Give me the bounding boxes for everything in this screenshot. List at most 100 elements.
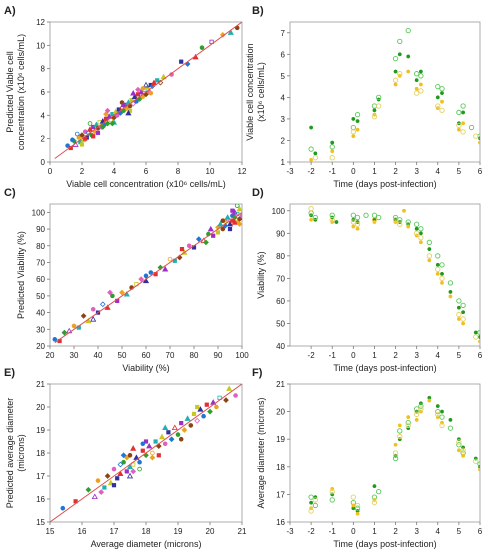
- x-tick-label: -3: [286, 167, 294, 176]
- data-point: [440, 280, 444, 285]
- series-2: [308, 403, 480, 511]
- data-point: [477, 329, 480, 336]
- data-point: [220, 218, 226, 224]
- data-point: [351, 224, 356, 229]
- data-point: [130, 468, 137, 475]
- y-tick-label: 20: [36, 342, 45, 351]
- data-point: [80, 313, 87, 319]
- data-point: [308, 494, 314, 500]
- panel-5: E) 15 16 17 18 19 20 21 15 16 17 18 19 20 21 Average di…: [4, 367, 247, 549]
- data-point: [226, 220, 234, 227]
- data-point: [427, 398, 432, 403]
- y-axis-title-line: Average diameter (microns): [256, 398, 266, 509]
- data-point: [460, 447, 466, 453]
- data-point: [350, 494, 356, 500]
- data-point: [354, 214, 361, 221]
- data-point: [329, 488, 335, 495]
- data-point: [468, 124, 475, 131]
- data-point: [440, 91, 444, 96]
- data-point: [109, 120, 116, 127]
- data-point: [351, 116, 356, 121]
- data-point: [456, 305, 461, 310]
- data-point: [414, 71, 420, 77]
- data-point: [236, 221, 242, 227]
- data-point: [478, 467, 480, 472]
- data-point: [124, 469, 129, 474]
- data-point: [309, 157, 314, 162]
- x-tick-label: 16: [78, 527, 87, 536]
- data-point: [117, 470, 124, 477]
- x-tick-label: 80: [190, 351, 199, 360]
- y-tick-label: 20: [276, 408, 285, 417]
- y-tick-label: 10: [36, 41, 45, 50]
- x-tick-label: 50: [118, 351, 127, 360]
- data-point: [168, 436, 175, 443]
- data-point: [125, 109, 132, 116]
- data-point: [179, 247, 185, 252]
- data-point: [418, 231, 423, 236]
- data-point: [376, 94, 382, 101]
- panel-label: E): [4, 367, 15, 379]
- data-point: [308, 508, 314, 514]
- data-point: [439, 422, 445, 429]
- y-tick-label: 12: [36, 18, 45, 27]
- data-point: [199, 45, 205, 50]
- data-point: [372, 108, 377, 113]
- data-point: [406, 69, 411, 74]
- x-tick-label: 20: [46, 351, 55, 360]
- data-point: [186, 243, 192, 249]
- y-tick-label: 4: [41, 111, 46, 120]
- panel-label: D): [252, 187, 264, 199]
- y-axis-title-line: Viable cell concentration: [245, 43, 255, 140]
- data-point: [110, 112, 115, 117]
- data-point: [426, 253, 432, 259]
- data-point: [70, 137, 75, 143]
- x-tick-label: 5: [457, 351, 462, 360]
- data-point: [418, 235, 424, 241]
- data-point: [140, 86, 146, 91]
- data-point: [111, 466, 117, 472]
- data-point: [146, 442, 153, 449]
- data-point: [308, 205, 314, 212]
- data-point: [214, 404, 219, 410]
- y-tick-label: 100: [32, 208, 46, 217]
- data-layer: [308, 27, 480, 162]
- x-tick-label: 4: [436, 167, 441, 176]
- y-tick-label: 15: [36, 518, 45, 527]
- y-tick-label: 30: [36, 325, 45, 334]
- data-point: [95, 478, 101, 483]
- plot-area: [289, 383, 481, 523]
- data-point: [439, 275, 445, 282]
- data-point: [157, 264, 164, 271]
- x-tick-label: -2: [308, 527, 316, 536]
- x-tick-label: 0: [48, 167, 53, 176]
- data-point: [104, 473, 111, 479]
- series-4: [308, 406, 479, 514]
- x-tick-label: -3: [286, 527, 294, 536]
- x-tick-label: 5: [457, 167, 462, 176]
- data-layer: [308, 205, 480, 344]
- y-axis-title-line: Viability (%): [256, 251, 266, 298]
- data-point: [418, 69, 423, 74]
- data-point: [142, 81, 150, 88]
- y-axis-title-line: (microns): [16, 434, 26, 472]
- x-tick-label: 2: [393, 351, 398, 360]
- data-point: [435, 266, 441, 273]
- data-point: [149, 454, 156, 461]
- data-point: [414, 86, 419, 91]
- y-tick-label: 2: [41, 135, 46, 144]
- x-tick-label: 0: [351, 527, 356, 536]
- data-layer: [50, 384, 242, 522]
- data-layer: [308, 395, 480, 516]
- data-point: [406, 415, 411, 420]
- data-point: [414, 226, 419, 231]
- data-point: [203, 239, 209, 246]
- data-layer: [54, 22, 242, 159]
- data-point: [179, 420, 184, 426]
- data-point: [162, 441, 168, 447]
- data-point: [312, 214, 318, 221]
- data-point: [220, 226, 226, 232]
- data-point: [456, 439, 462, 445]
- data-point: [110, 293, 115, 299]
- data-point: [350, 129, 356, 135]
